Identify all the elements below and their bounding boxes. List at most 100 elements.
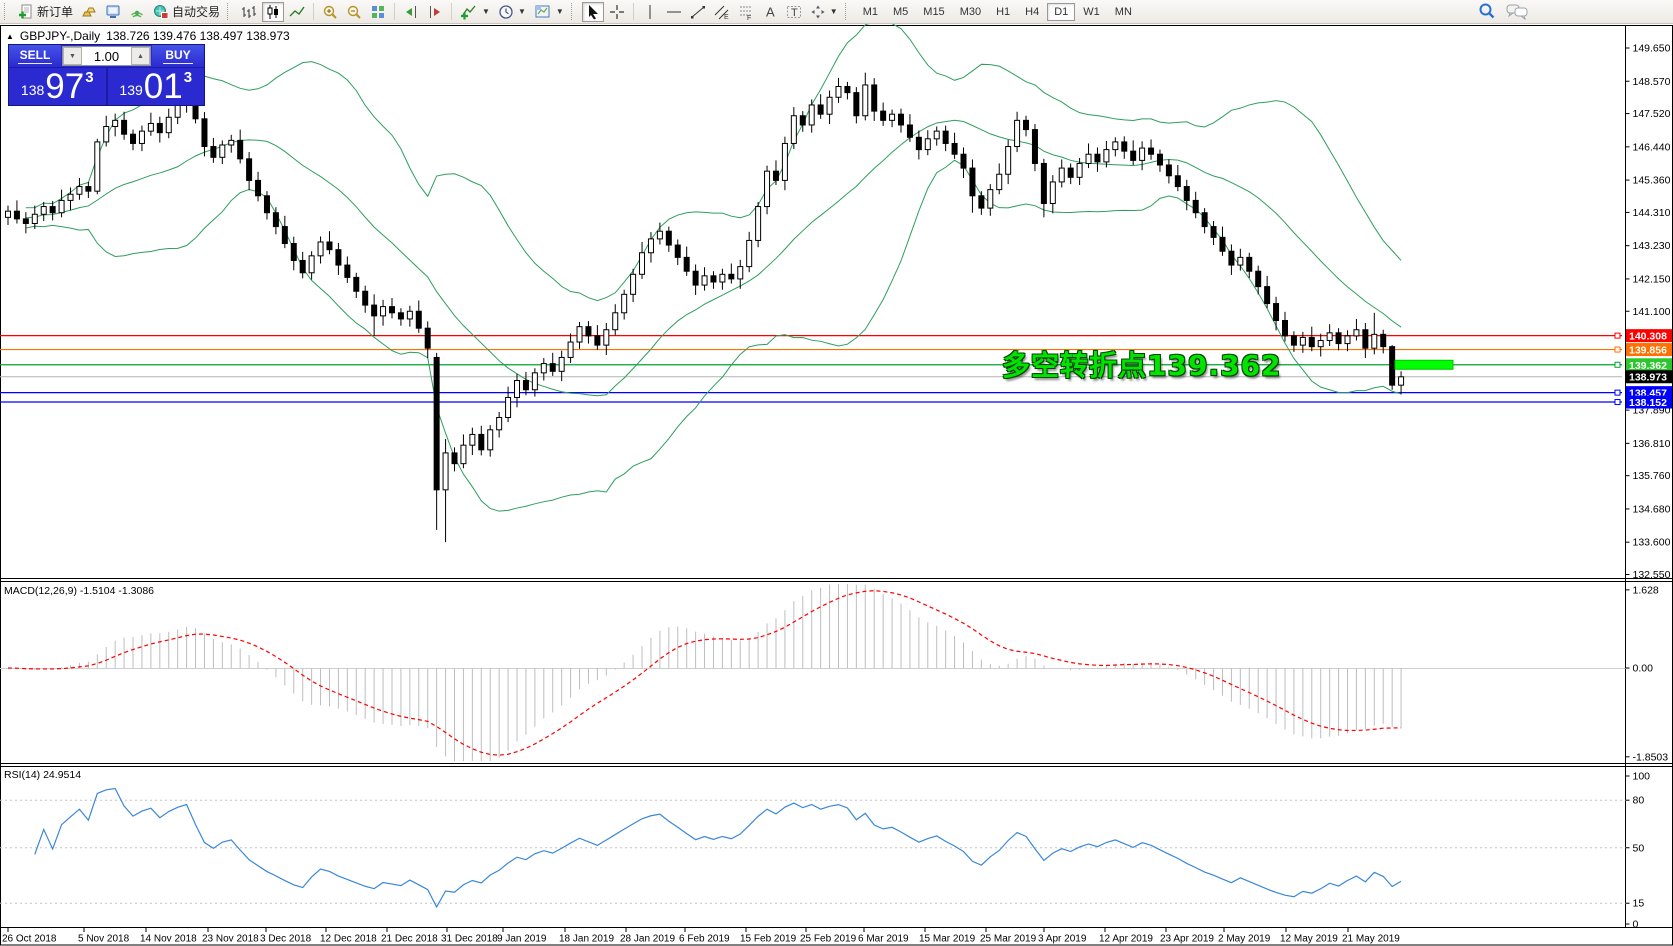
date-tick-label: 6 Feb 2019 — [679, 934, 730, 945]
svg-text:A: A — [766, 4, 775, 19]
one-click-trading-panel: SELL ▼ 1.00 ▲ BUY 138 97 3 139 01 3 — [8, 44, 205, 106]
date-tick-label: 14 Nov 2018 — [140, 934, 197, 945]
timeframe-w1[interactable]: W1 — [1076, 3, 1107, 21]
buy-button[interactable]: BUY — [152, 45, 204, 67]
zoom-out-icon[interactable] — [343, 2, 365, 22]
toolbar: 新订单 自动交易 — [0, 0, 1673, 24]
timeframe-d1[interactable]: D1 — [1047, 2, 1076, 21]
volume-decrease-button[interactable]: ▼ — [63, 47, 82, 65]
date-tick-label: 25 Mar 2019 — [980, 934, 1037, 945]
crosshair-icon[interactable] — [606, 2, 628, 22]
candlestick-chart-icon[interactable] — [262, 1, 285, 22]
svg-text:144.310: 144.310 — [1633, 207, 1671, 219]
signal-icon[interactable] — [126, 2, 148, 22]
zoom-in-icon[interactable] — [319, 2, 341, 22]
arrows-icon[interactable]: ▼ — [807, 2, 841, 22]
fibonacci-icon[interactable]: F — [735, 2, 757, 22]
price-label-box — [1626, 370, 1672, 384]
timeframe-h1[interactable]: H1 — [989, 3, 1017, 21]
auto-scroll-icon[interactable] — [424, 2, 446, 22]
chart-ohlc-values: 138.726 139.476 138.497 138.973 — [106, 29, 290, 43]
sell-button[interactable]: SELL — [9, 45, 61, 67]
trendline-icon[interactable] — [687, 2, 709, 22]
date-tick-label: 9 Jan 2019 — [497, 934, 547, 945]
text-icon[interactable]: A — [759, 2, 781, 22]
sell-price[interactable]: 138 97 3 — [20, 67, 94, 107]
channel-icon[interactable]: E — [711, 2, 733, 22]
date-tick-label: 12 Dec 2018 — [320, 934, 377, 945]
bollinger-middle — [25, 119, 1402, 397]
chat-icon — [1506, 4, 1528, 20]
price-label-box — [1626, 343, 1672, 357]
price-label: 138.973 — [1629, 372, 1667, 384]
autotrading-button[interactable]: 自动交易 — [150, 2, 223, 22]
line-chart-icon[interactable] — [286, 2, 308, 22]
toolbar-grip[interactable] — [227, 3, 232, 20]
date-tick-label: 3 Apr 2019 — [1038, 934, 1087, 945]
rsi-axis-label: 15 — [1633, 898, 1645, 910]
horizontal-lines[interactable] — [0, 332, 1622, 406]
macd-axis-label: 0.00 — [1633, 663, 1654, 675]
macd-signal-line — [7, 590, 1402, 756]
price-label: 138.152 — [1629, 397, 1667, 409]
rsi-label: RSI(14) 24.9514 — [4, 769, 81, 781]
svg-text:132.550: 132.550 — [1633, 569, 1671, 581]
buy-price[interactable]: 139 01 3 — [119, 67, 193, 107]
toolbar-grip[interactable] — [844, 3, 850, 20]
chevron-down-icon: ▼ — [517, 7, 526, 16]
svg-text:135.760: 135.760 — [1633, 470, 1671, 482]
horizontal-line-icon[interactable] — [663, 2, 685, 22]
periods-clock-icon[interactable]: ▼ — [495, 2, 529, 22]
date-tick-label: 31 Dec 2018 — [441, 934, 498, 945]
rsi-axis-label: 100 — [1633, 771, 1651, 783]
timeframe-m1[interactable]: M1 — [856, 3, 885, 21]
chevron-down-icon: ▼ — [555, 7, 564, 16]
date-tick-label: 23 Nov 2018 — [202, 934, 259, 945]
templates-icon[interactable]: ▼ — [531, 2, 567, 22]
date-tick-label: 12 May 2019 — [1280, 934, 1338, 945]
price-label-box — [1626, 329, 1672, 343]
svg-text:143.230: 143.230 — [1633, 240, 1671, 252]
price-axis-labels: 149.650 148.570 147.520 146.440 145.360 144.3… — [1625, 43, 1671, 581]
indicators-icon[interactable]: ▼ — [457, 2, 493, 22]
svg-text:147.520: 147.520 — [1633, 108, 1671, 120]
new-order-button[interactable]: 新订单 — [15, 2, 76, 22]
date-axis[interactable]: 26 Oct 2018 5 Nov 2018 14 Nov 2018 23 Nov 2… — [2, 928, 1400, 945]
svg-text:134.680: 134.680 — [1633, 503, 1671, 515]
annotation-text[interactable]: 多空转折点139.362 — [1002, 349, 1282, 382]
chart-title: ▲ GBPJPY-,Daily 138.726 139.476 138.497 … — [6, 29, 290, 43]
toolbar-grip[interactable] — [570, 3, 576, 20]
volume-value[interactable]: 1.00 — [93, 48, 120, 64]
chat-button[interactable] — [1506, 2, 1528, 20]
tile-windows-icon[interactable] — [367, 2, 389, 22]
svg-text:E: E — [724, 14, 729, 20]
date-tick-label: 5 Nov 2018 — [78, 934, 130, 945]
timeframe-group: M1 M5 M15 M30 H1 H4 D1 W1 MN — [856, 2, 1139, 21]
date-tick-label: 12 Apr 2019 — [1099, 934, 1153, 945]
timeframe-m15[interactable]: M15 — [916, 3, 951, 21]
bar-chart-icon[interactable] — [238, 2, 260, 22]
volume-increase-button[interactable]: ▲ — [131, 47, 150, 65]
timeframe-m30[interactable]: M30 — [953, 3, 988, 21]
terminal-icon[interactable] — [102, 2, 124, 22]
timeframe-mn[interactable]: MN — [1108, 3, 1139, 21]
timeframe-m5[interactable]: M5 — [886, 3, 915, 21]
search-button[interactable] — [1478, 2, 1496, 20]
cursor-icon[interactable] — [581, 1, 604, 22]
highlight-bar[interactable] — [1394, 359, 1454, 370]
chart-collapse-icon[interactable]: ▲ — [6, 31, 14, 41]
vertical-line-icon[interactable] — [639, 2, 661, 22]
toolbar-grip[interactable] — [4, 3, 9, 20]
label-icon[interactable]: T — [783, 2, 805, 22]
svg-text:136.810: 136.810 — [1633, 438, 1671, 450]
timeframe-h4[interactable]: H4 — [1018, 3, 1046, 21]
date-tick-label: 21 Dec 2018 — [381, 934, 438, 945]
svg-text:149.650: 149.650 — [1633, 43, 1671, 55]
price-label: 139.856 — [1629, 345, 1667, 357]
chart-shift-icon[interactable] — [400, 2, 422, 22]
gold-bars-icon[interactable] — [78, 2, 100, 22]
svg-text:148.570: 148.570 — [1633, 76, 1671, 88]
price-label: 139.362 — [1629, 360, 1667, 372]
svg-text:146.440: 146.440 — [1633, 141, 1671, 153]
